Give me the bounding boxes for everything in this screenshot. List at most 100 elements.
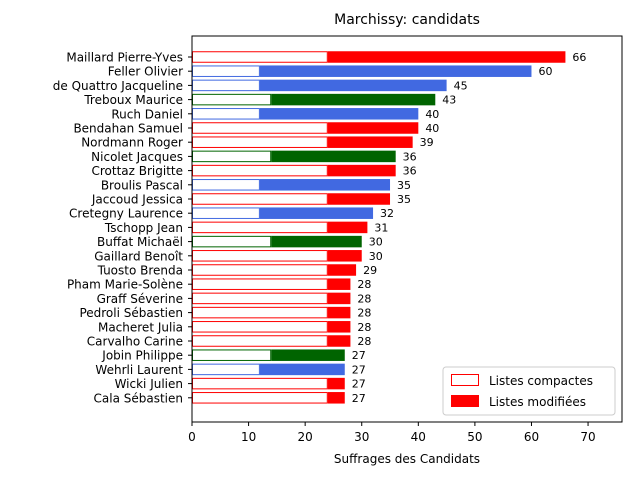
bar-value-label: 45: [454, 79, 468, 92]
bar-compact: [192, 221, 328, 234]
x-axis: 0 10 20 30 40 50 60 70: [188, 422, 596, 444]
bar-compact: [192, 51, 328, 63]
bar-compact: [192, 136, 328, 148]
bar-value-label: 39: [420, 136, 434, 149]
y-tick-label: Buffat Michaël: [97, 235, 183, 249]
bar-value-label: 27: [352, 392, 366, 405]
legend-label: Listes compactes: [489, 374, 593, 388]
bar-modified: [327, 51, 566, 63]
bar-modified: [327, 377, 345, 390]
y-tick-label: Nicolet Jacques: [91, 150, 183, 164]
y-tick-label: Wehrli Laurent: [95, 363, 183, 377]
y-tick-label: Wicki Julien: [115, 377, 183, 391]
bar-compact: [192, 349, 272, 361]
bar-value-label: 28: [357, 321, 371, 334]
bar-modified: [259, 207, 374, 219]
y-tick-label: Nordmann Roger: [81, 136, 183, 150]
y-tick-label: Jobin Philippe: [101, 349, 183, 363]
bar-compact: [192, 306, 328, 319]
bar-value-label: 32: [380, 207, 394, 220]
bar-modified: [259, 65, 532, 77]
bar-value-label: 28: [357, 292, 371, 305]
y-tick-label: Cala Sébastien: [94, 391, 183, 405]
x-tick-label: 70: [580, 430, 595, 444]
bar-modified: [271, 150, 396, 163]
bar-modified: [327, 193, 391, 205]
bar-compact: [192, 321, 328, 333]
y-tick-label: Maillard Pierre-Yves: [66, 51, 183, 65]
bar-compact: [192, 108, 260, 120]
bar-compact: [192, 250, 328, 262]
bar-value-label: 27: [352, 378, 366, 391]
x-tick-label: 0: [188, 430, 196, 444]
bar-compact: [192, 65, 260, 77]
y-tick-label: Macheret Julia: [98, 320, 183, 334]
bar-modified: [327, 392, 345, 404]
bar-value-label: 66: [572, 51, 586, 64]
y-tick-label: Bendahan Samuel: [73, 122, 183, 136]
y-tick-label: Ruch Daniel: [111, 107, 183, 121]
value-labels-group: 6660454340403936363535323130302928282828…: [352, 51, 587, 405]
bar-modified: [259, 79, 447, 92]
y-tick-label: Treboux Maurice: [83, 93, 183, 107]
bar-modified: [259, 179, 391, 191]
plot-frame: [191, 35, 623, 423]
bar-value-label: 35: [397, 193, 411, 206]
legend-label: Listes modifiées: [489, 395, 586, 409]
y-tick-label: Cretegny Laurence: [69, 207, 183, 221]
bar-modified: [327, 292, 351, 305]
bar-modified: [271, 93, 436, 106]
bar-modified: [327, 122, 419, 134]
bar-value-label: 36: [403, 165, 417, 178]
bar-compact: [192, 278, 328, 290]
bar-compact: [192, 193, 328, 205]
x-tick-label: 20: [298, 430, 313, 444]
x-tick-label: 40: [411, 430, 426, 444]
bar-value-label: 36: [403, 150, 417, 163]
y-tick-label: Broulis Pascal: [101, 178, 183, 192]
bar-value-label: 60: [538, 65, 552, 78]
x-tick-label: 30: [354, 430, 369, 444]
legend-swatch-modified: [451, 395, 479, 407]
y-tick-label: Jaccoud Jessica: [91, 193, 183, 207]
bar-modified: [271, 349, 345, 361]
bar-value-label: 43: [442, 94, 456, 107]
bar-modified: [327, 335, 351, 347]
y-tick-label: Carvalho Carine: [87, 335, 183, 349]
legend-swatch-compact: [451, 374, 479, 386]
bar-compact: [192, 150, 272, 163]
bar-value-label: 28: [357, 307, 371, 320]
x-tick-label: 50: [467, 430, 482, 444]
legend: Listes compactes Listes modifiées: [442, 366, 616, 416]
y-tick-label: Graff Séverine: [97, 292, 183, 306]
bar-value-label: 29: [363, 264, 377, 277]
x-tick-label: 60: [524, 430, 539, 444]
bar-modified: [259, 108, 419, 120]
bar-value-label: 30: [369, 250, 383, 263]
bar-modified: [327, 250, 362, 262]
bar-value-label: 28: [357, 335, 371, 348]
bar-modified: [327, 136, 413, 148]
y-tick-label: Crottaz Brigitte: [91, 164, 183, 178]
y-tick-label: Tuosto Brenda: [97, 264, 183, 278]
x-tick-label: 10: [241, 430, 256, 444]
bar-value-label: 40: [425, 122, 439, 135]
y-tick-label: Gaillard Benoît: [94, 249, 183, 263]
bar-compact: [192, 93, 272, 106]
bar-modified: [271, 235, 362, 248]
bar-compact: [192, 164, 328, 177]
bar-value-label: 27: [352, 363, 366, 376]
bar-compact: [192, 335, 328, 347]
bar-compact: [192, 392, 328, 404]
bar-value-label: 30: [369, 236, 383, 249]
bar-compact: [192, 264, 328, 276]
bar-compact: [192, 122, 328, 134]
bar-compact: [192, 179, 260, 191]
bar-value-label: 28: [357, 278, 371, 291]
y-tick-label: Feller Olivier: [108, 65, 183, 79]
bar-modified: [327, 221, 368, 234]
bar-modified: [327, 164, 396, 177]
y-tick-label: Tschopp Jean: [104, 221, 183, 235]
